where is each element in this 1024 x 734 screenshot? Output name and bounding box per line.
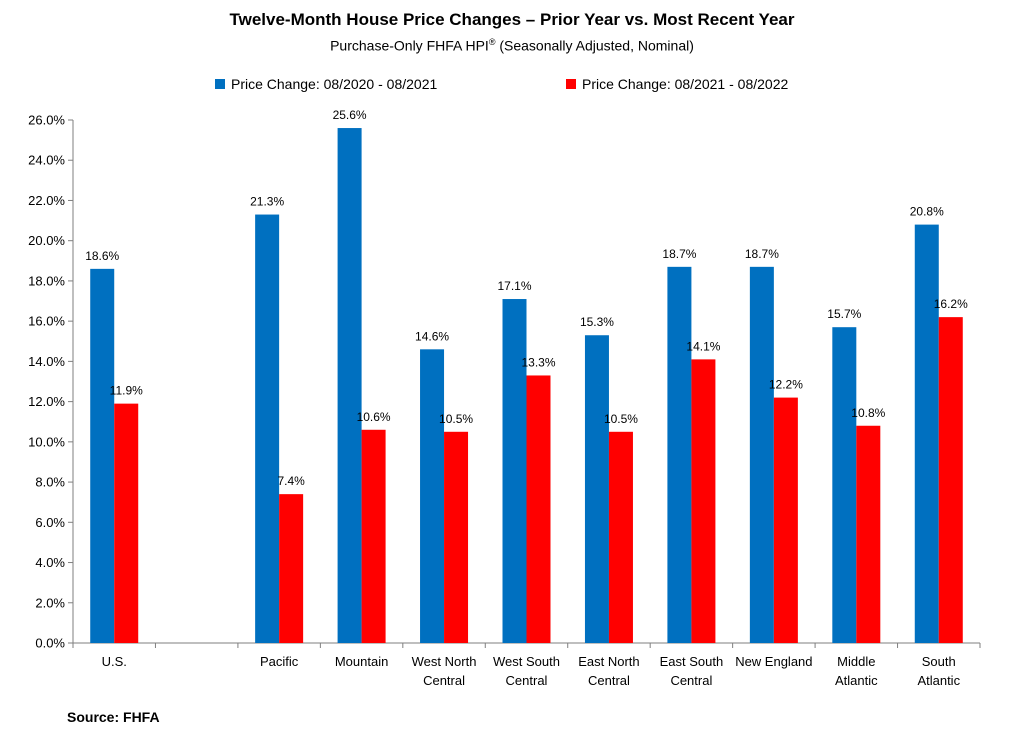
data-label-series-1: 15.7% [827, 307, 861, 321]
subtitle-suffix: (Seasonally Adjusted, Nominal) [495, 37, 694, 54]
x-category-label: Mountain [335, 654, 388, 669]
y-tick-label: 4.0% [35, 555, 65, 570]
y-tick-label: 14.0% [28, 354, 65, 369]
x-category-label: Pacific [260, 654, 299, 669]
data-label-series-2: 14.1% [686, 339, 720, 353]
y-axis: 0.0% 2.0% 4.0% 6.0% 8.0% 10.0% 12.0% 14.0% 16.0%… [28, 113, 74, 651]
data-label-series-1: 20.8% [910, 205, 944, 219]
y-tick-label: 22.0% [28, 193, 65, 208]
data-label-series-1: 15.3% [580, 315, 614, 329]
x-category-label: Atlantic [835, 673, 878, 688]
data-label-series-1: 18.7% [745, 247, 779, 261]
x-category-label: Central [423, 673, 465, 688]
x-category-label: West North [412, 654, 477, 669]
data-label-series-2: 7.4% [277, 474, 305, 488]
y-tick-label: 20.0% [28, 233, 65, 248]
data-label-series-1: 18.6% [85, 249, 119, 263]
bar-series-1 [420, 349, 445, 643]
x-category-label: Central [506, 673, 548, 688]
bar-series-1 [584, 335, 609, 643]
bar-series-1 [90, 268, 115, 643]
bar-series-2 [608, 431, 633, 643]
legend-swatch-2 [566, 79, 576, 89]
bar-series-1 [832, 327, 857, 643]
data-label-series-2: 10.6% [357, 410, 391, 424]
bars [90, 128, 963, 644]
bar-series-1 [337, 128, 362, 644]
x-category-label: New England [735, 654, 812, 669]
bar-series-1 [255, 214, 280, 644]
bar-series-2 [938, 317, 963, 643]
y-tick-label: 26.0% [28, 113, 65, 128]
registered-mark: ® [488, 37, 496, 47]
legend-label-1: Price Change: 08/2020 - 08/2021 [231, 76, 437, 92]
data-label-series-2: 10.8% [851, 406, 885, 420]
x-category-label: Central [670, 673, 712, 688]
data-label-series-2: 10.5% [439, 412, 473, 426]
y-tick-label: 0.0% [35, 636, 65, 651]
y-tick-label: 18.0% [28, 273, 65, 288]
bar-series-1 [914, 224, 939, 643]
data-label-series-1: 18.7% [662, 247, 696, 261]
y-tick-label: 8.0% [35, 475, 65, 490]
data-label-series-2: 13.3% [521, 355, 555, 369]
data-labels: 18.6% 21.3% 25.6% 14.6% 17.1% 15.3% 18.7% 18.7%… [85, 108, 968, 488]
y-tick-label: 24.0% [28, 153, 65, 168]
x-category-label: U.S. [102, 654, 127, 669]
data-label-series-1: 25.6% [333, 108, 367, 122]
legend-swatch-1 [215, 79, 225, 89]
x-category-label: Central [588, 673, 630, 688]
y-tick-label: 12.0% [28, 394, 65, 409]
x-category-label: South [922, 654, 956, 669]
x-category-label: West South [493, 654, 560, 669]
x-category-label: Middle [837, 654, 875, 669]
data-label-series-2: 16.2% [934, 297, 968, 311]
data-label-series-2: 11.9% [110, 384, 143, 398]
data-label-series-1: 17.1% [497, 279, 531, 293]
bar-series-2 [691, 359, 716, 643]
bar-series-2 [526, 375, 551, 643]
y-tick-label: 2.0% [35, 595, 65, 610]
y-tick-label: 10.0% [28, 434, 65, 449]
bar-series-2 [856, 425, 881, 643]
bar-series-2 [773, 397, 798, 643]
x-category-label: Atlantic [917, 673, 960, 688]
data-label-series-1: 21.3% [250, 195, 284, 209]
chart-subtitle: Purchase-Only FHFA HPI® (Seasonally Adju… [0, 37, 1024, 54]
x-category-label: East North [578, 654, 639, 669]
data-label-series-2: 10.5% [604, 412, 638, 426]
bar-series-2 [114, 403, 139, 643]
legend: Price Change: 08/2020 - 08/2021 Price Cha… [215, 76, 788, 92]
x-axis: U.S. Pacific Mountain West North Central West… [72, 642, 981, 688]
bar-series-1 [502, 299, 527, 643]
bar-series-2 [444, 431, 469, 643]
data-label-series-1: 14.6% [415, 329, 449, 343]
legend-label-2: Price Change: 08/2021 - 08/2022 [582, 76, 788, 92]
data-label-series-2: 12.2% [769, 378, 803, 392]
bar-series-2 [361, 429, 386, 643]
y-tick-label: 6.0% [35, 515, 65, 530]
y-tick-label: 16.0% [28, 314, 65, 329]
bar-series-1 [667, 266, 692, 643]
subtitle-main: Purchase-Only FHFA HPI [330, 37, 489, 54]
source-note: Source: FHFA [67, 709, 160, 725]
bar-series-1 [749, 266, 774, 643]
bar-series-2 [279, 494, 304, 643]
chart-title: Twelve-Month House Price Changes – Prior… [229, 10, 795, 29]
x-category-label: East South [660, 654, 724, 669]
